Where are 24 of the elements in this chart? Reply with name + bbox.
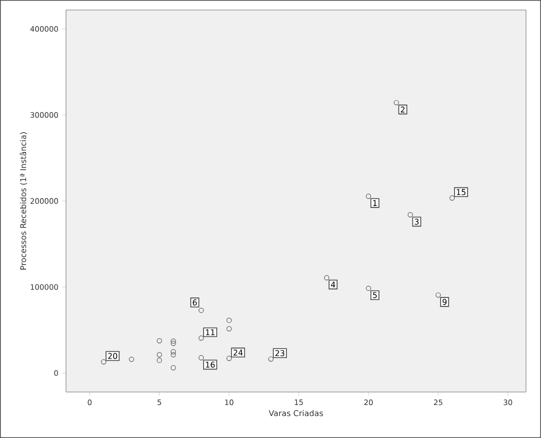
point [156,358,162,363]
point [198,355,204,360]
point [101,359,106,364]
point [156,352,162,358]
point [198,308,204,313]
point [156,338,162,344]
point [226,356,232,361]
point [408,212,413,218]
point [324,275,330,280]
point [366,194,372,199]
point [128,356,134,362]
point [170,349,176,354]
point [226,326,232,332]
point [268,356,274,362]
point [170,340,176,346]
point [226,318,232,323]
point [170,352,176,358]
point [198,335,204,341]
point [366,286,372,291]
point [436,292,441,298]
point [394,100,399,106]
point [450,195,455,201]
point [170,365,176,370]
point [170,338,176,344]
